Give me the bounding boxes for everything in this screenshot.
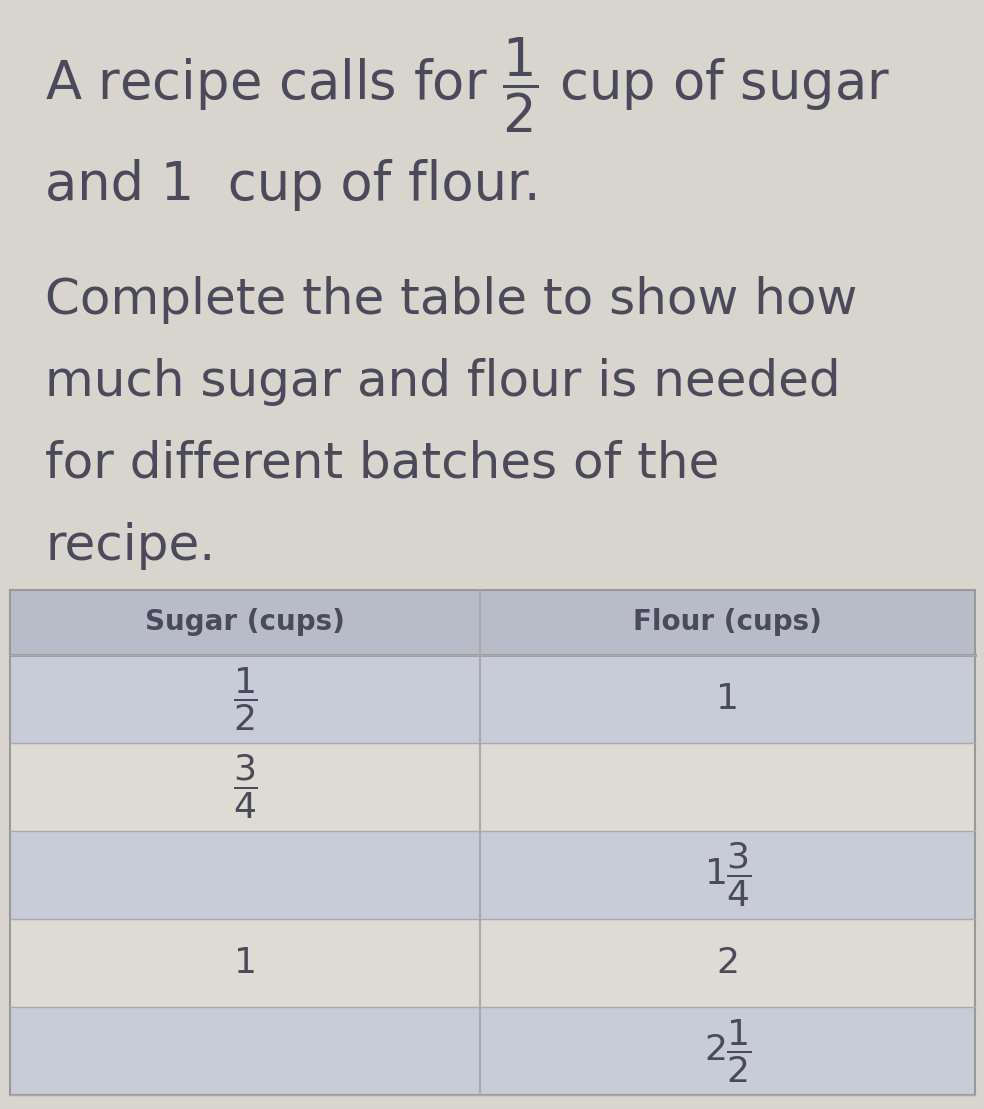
Text: $1\dfrac{3}{4}$: $1\dfrac{3}{4}$: [704, 841, 752, 909]
Text: 2: 2: [716, 946, 739, 980]
Bar: [10, 1007, 975, 1095]
Bar: [10, 590, 975, 655]
Bar: [10, 919, 975, 1007]
Text: Complete the table to show how: Complete the table to show how: [45, 276, 857, 324]
Text: $\dfrac{1}{2}$: $\dfrac{1}{2}$: [232, 665, 258, 733]
Text: for different batches of the: for different batches of the: [45, 440, 719, 488]
Text: recipe.: recipe.: [45, 522, 215, 570]
Text: and 1  cup of flour.: and 1 cup of flour.: [45, 159, 540, 211]
Text: $2\dfrac{1}{2}$: $2\dfrac{1}{2}$: [704, 1017, 752, 1085]
Text: $\dfrac{3}{4}$: $\dfrac{3}{4}$: [232, 753, 258, 821]
Bar: [10, 743, 975, 831]
Bar: [10, 655, 975, 743]
Text: 1: 1: [233, 946, 257, 980]
Bar: [10, 831, 975, 919]
Bar: [10, 590, 975, 1095]
Text: Sugar (cups): Sugar (cups): [145, 609, 345, 637]
Text: 1: 1: [716, 682, 739, 716]
Text: much sugar and flour is needed: much sugar and flour is needed: [45, 358, 840, 406]
Text: Flour (cups): Flour (cups): [633, 609, 822, 637]
Text: A recipe calls for $\dfrac{1}{2}$ cup of sugar: A recipe calls for $\dfrac{1}{2}$ cup of…: [45, 35, 891, 135]
